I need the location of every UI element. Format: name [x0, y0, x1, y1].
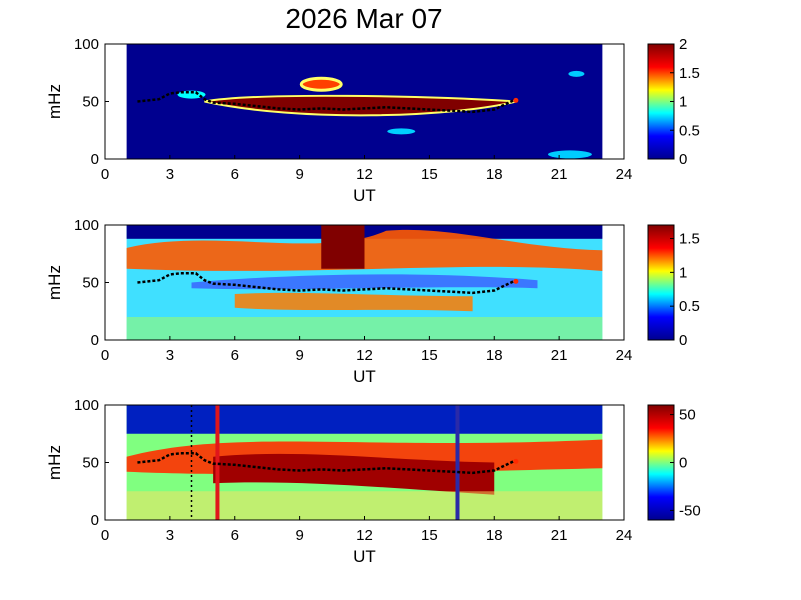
- x-tick-label: 9: [295, 347, 303, 364]
- heatmap-mid-band: [191, 274, 538, 290]
- x-tick-label: 0: [101, 166, 109, 183]
- trace-end-marker: [513, 278, 519, 284]
- y-tick-label: 100: [74, 217, 99, 234]
- heatmap-blob-low: [387, 128, 416, 135]
- x-tick-label: 21: [551, 527, 568, 544]
- chart-panel-2: 0 3 6 9 12 15 18 21 24 0 50 100 UT mHz 0 0.5 1 1.5: [45, 217, 700, 386]
- x-tick-label: 12: [356, 347, 373, 364]
- frequency-trace: [137, 452, 517, 475]
- x-tick-label: 9: [295, 166, 303, 183]
- x-tick-label: 18: [486, 347, 503, 364]
- y-tick-label: 50: [82, 455, 99, 472]
- y-tick-label: 50: [82, 275, 99, 292]
- x-tick-label: 15: [421, 347, 438, 364]
- heatmap-field: [126, 225, 603, 340]
- y-tick-label: 0: [91, 151, 99, 168]
- chart-panel-1: 0 3 6 9 12 15 18 21 24 0 50 100 UT mHz 0 0.5 1 1.5 2: [45, 36, 700, 205]
- frequency-trace: [137, 272, 517, 295]
- x-tick-label: 0: [101, 527, 109, 544]
- colorbar-tick-label: 50: [679, 407, 696, 424]
- x-tick-label: 9: [295, 527, 303, 544]
- x-tick-label: 6: [231, 527, 239, 544]
- trace-end-marker: [513, 458, 519, 464]
- x-tick-label: 12: [356, 166, 373, 183]
- figure-title: 2026 Mar 07: [285, 3, 442, 34]
- heatmap-blob-corner: [547, 150, 592, 159]
- colorbar-tick-label: 1.5: [679, 65, 700, 82]
- heatmap-low-band: [234, 292, 473, 312]
- colorbar-tick-label: -50: [679, 502, 701, 519]
- colorbar-tick-label: 0: [679, 455, 687, 472]
- heatmap-field: [126, 44, 603, 159]
- y-tick-label: 100: [74, 36, 99, 53]
- frequency-trace: [137, 91, 517, 114]
- heatmap-core: [213, 453, 495, 495]
- trace-end-marker: [513, 97, 519, 103]
- heatmap-blob-right: [568, 70, 585, 77]
- x-tick-label: 3: [166, 347, 174, 364]
- colorbar-tick-label: 0.5: [679, 298, 700, 315]
- heatmap-peak: [321, 225, 365, 269]
- y-tick-label: 100: [74, 397, 99, 414]
- colorbar-tick-label: 0.5: [679, 122, 700, 139]
- y-axis-label: mHz: [45, 445, 64, 480]
- x-tick-label: 21: [551, 347, 568, 364]
- colorbar: [647, 224, 675, 341]
- heatmap-bottom-band: [126, 317, 603, 340]
- x-tick-label: 24: [616, 166, 633, 183]
- colorbar-tick-label: 0: [679, 151, 687, 168]
- y-tick-label: 0: [91, 332, 99, 349]
- colorbar-tick-label: 1: [679, 264, 687, 281]
- y-tick-label: 0: [91, 512, 99, 529]
- x-tick-label: 18: [486, 527, 503, 544]
- x-tick-label: 12: [356, 527, 373, 544]
- y-tick-label: 50: [82, 94, 99, 111]
- x-tick-label: 3: [166, 527, 174, 544]
- x-axis-label: UT: [353, 367, 376, 386]
- x-tick-label: 21: [551, 166, 568, 183]
- colorbar-tick-label: 1.5: [679, 231, 700, 248]
- chart-panel-3: 0 3 6 9 12 15 18 21 24 0 50 100 UT mHz -50 0 50: [45, 397, 701, 566]
- colorbar-tick-label: 0: [679, 332, 687, 349]
- heatmap-top-strip: [126, 405, 603, 434]
- colorbar: [647, 404, 675, 521]
- x-tick-label: 15: [421, 527, 438, 544]
- x-tick-label: 18: [486, 166, 503, 183]
- x-tick-label: 6: [231, 347, 239, 364]
- heatmap-bottom-band: [126, 491, 603, 520]
- heatmap-blob-upper: [299, 76, 343, 92]
- y-axis-label: mHz: [45, 265, 64, 300]
- x-tick-label: 6: [231, 166, 239, 183]
- y-axis-label: mHz: [45, 84, 64, 119]
- x-tick-label: 24: [616, 527, 633, 544]
- x-axis-label: UT: [353, 547, 376, 566]
- x-tick-label: 15: [421, 166, 438, 183]
- colorbar-tick-label: 2: [679, 36, 687, 53]
- x-tick-label: 0: [101, 347, 109, 364]
- x-tick-label: 3: [166, 166, 174, 183]
- x-axis-label: UT: [353, 186, 376, 205]
- heatmap-field: [126, 405, 603, 520]
- x-tick-label: 24: [616, 347, 633, 364]
- colorbar-tick-label: 1: [679, 94, 687, 111]
- heatmap-blob-left: [177, 90, 206, 99]
